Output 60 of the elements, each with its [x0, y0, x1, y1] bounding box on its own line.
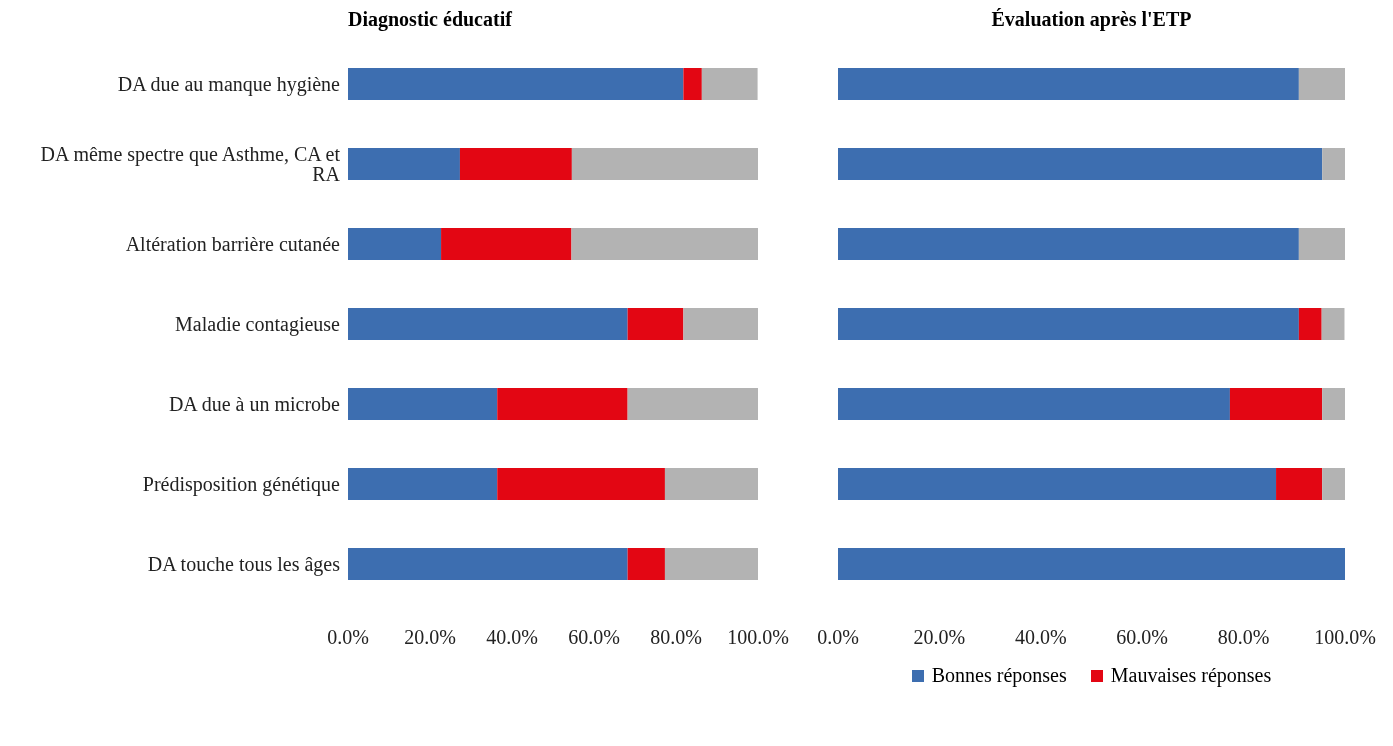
bar [1321, 308, 1345, 340]
x-tick-label: 80.0% [650, 626, 702, 649]
bar [838, 468, 1277, 500]
bar [348, 308, 628, 340]
x-tick-label: 80.0% [1217, 626, 1270, 649]
bar [627, 548, 665, 580]
bar [348, 228, 442, 260]
bar [683, 308, 758, 340]
bar [683, 68, 702, 100]
bar [1322, 388, 1345, 420]
y-tick-label: DA due à un microbe [168, 393, 341, 416]
y-tick-label: Prédisposition génétique [142, 473, 341, 497]
bar [627, 388, 758, 420]
bar [1298, 68, 1345, 100]
bar [838, 148, 1323, 180]
bar [838, 228, 1299, 260]
bar [1298, 308, 1322, 340]
bar [1229, 388, 1323, 420]
bar [459, 148, 572, 180]
bar [1322, 148, 1345, 180]
bar [1276, 468, 1323, 500]
bar [441, 228, 572, 260]
bar [838, 388, 1230, 420]
x-tick-label: 60.0% [1116, 626, 1169, 649]
bar [701, 68, 758, 100]
bar [838, 308, 1299, 340]
y-tick-label: DA due au manque hygiène [117, 73, 341, 97]
bar [838, 68, 1299, 100]
bar [348, 68, 684, 100]
x-tick-label: 0.0% [817, 626, 859, 649]
x-tick-label: 40.0% [486, 626, 538, 649]
bar [664, 468, 758, 500]
bar [664, 548, 758, 580]
x-tick-label: 100.0% [1314, 626, 1376, 649]
bar [571, 228, 758, 260]
bar [348, 148, 460, 180]
bar [348, 388, 498, 420]
bar [627, 308, 684, 340]
bar [348, 468, 498, 500]
chart-title: Diagnostic éducatif [348, 8, 513, 33]
x-tick-label: 20.0% [404, 626, 456, 649]
x-tick-label: 0.0% [327, 626, 369, 649]
bar [497, 468, 665, 500]
y-tick-label: DA touche tous les âges [147, 553, 341, 577]
legend-label: Mauvaises réponses [1109, 664, 1272, 687]
x-tick-label: 100.0% [727, 626, 789, 649]
legend-label: Bonnes réponses [930, 664, 1067, 687]
x-tick-label: 20.0% [913, 626, 966, 649]
bar [1322, 468, 1345, 500]
bar [838, 548, 1345, 580]
y-tick-label: Maladie contagieuse [175, 313, 341, 337]
y-tick-label: Altération barrière cutanée [125, 233, 341, 256]
bar [497, 388, 628, 420]
y-tick-label: DA même spectre que Asthme, CA et RA [40, 143, 341, 186]
bar [348, 548, 628, 580]
x-tick-label: 60.0% [568, 626, 620, 649]
chart-title: Évaluation après l'ETP [990, 8, 1193, 33]
x-tick-label: 40.0% [1014, 626, 1067, 649]
bar [1298, 228, 1345, 260]
bar [571, 148, 758, 180]
